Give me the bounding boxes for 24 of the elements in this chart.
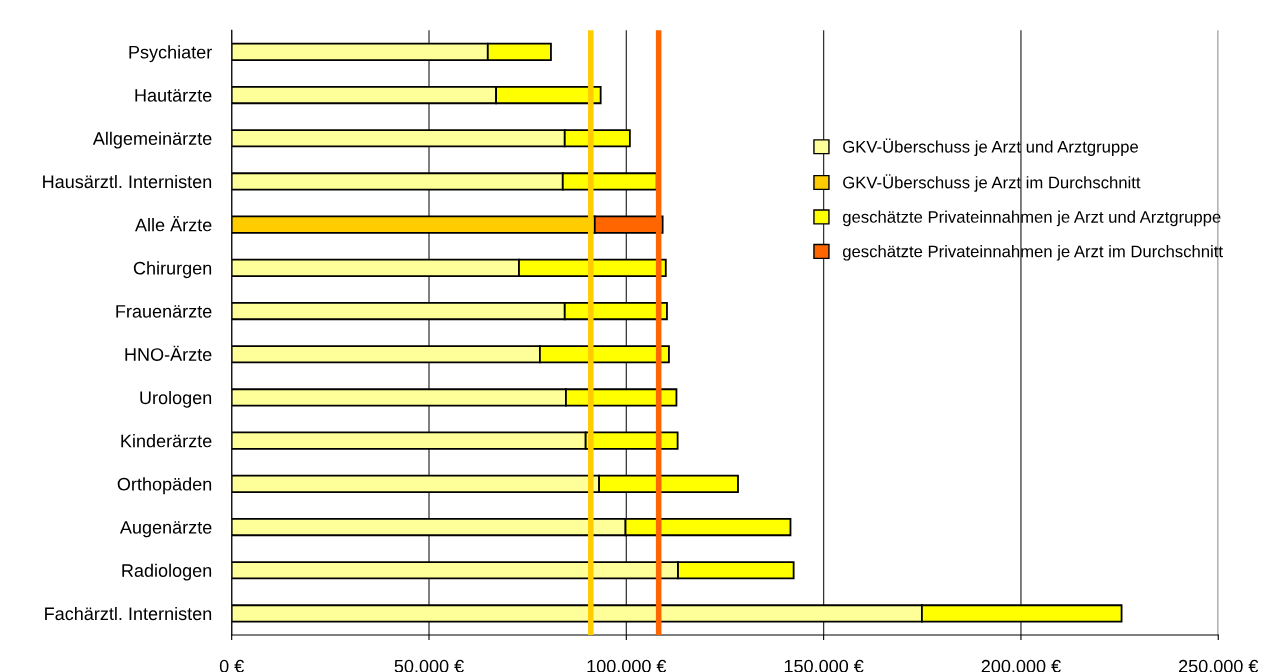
y-tick-label: Radiologen — [122, 563, 212, 581]
x-tick-label: 50.000 € — [394, 659, 464, 672]
y-tick-label: Frauenärzte — [116, 305, 212, 318]
y-tick-label: Allgemeinärzte — [92, 131, 212, 149]
legend-label: geschätzte Privateinnahmen je Arzt und Arztgruppe — [842, 210, 1221, 227]
y-tick-label: Hautärzte — [135, 89, 212, 102]
y-tick-label: Alle Ärzte — [135, 216, 212, 232]
y-tick-label: Chirurgen — [133, 261, 212, 279]
y-tick-label: Augenärzte — [119, 521, 212, 538]
x-tick-label: 200.000 € — [981, 659, 1061, 672]
x-tick-label: 250.000 € — [1179, 659, 1259, 672]
legend-label: geschätzte Privateinnahmen je Arzt im Durchschnitt — [842, 245, 1223, 261]
y-tick-label: Fachärztl. Internisten — [45, 606, 212, 621]
y-tick-label: Orthopäden — [117, 477, 212, 495]
y-tick-label: Kinderärzte — [121, 434, 212, 448]
x-tick-label: 100.000 € — [587, 659, 667, 672]
y-tick-label: Hausärztl. Internisten — [43, 174, 212, 189]
y-tick-label: Urologen — [140, 390, 212, 408]
x-tick-label: 0 € — [219, 659, 244, 672]
y-tick-label: HNO-Ärzte — [125, 345, 212, 361]
x-tick-label: 150.000 € — [784, 659, 864, 672]
legend-label: GKV-Überschuss je Arzt im Durchschnitt — [843, 174, 1141, 192]
y-tick-label: Psychiater — [129, 45, 212, 63]
legend-label: GKV-Überschuss je Arzt und Arztgruppe — [843, 138, 1138, 156]
